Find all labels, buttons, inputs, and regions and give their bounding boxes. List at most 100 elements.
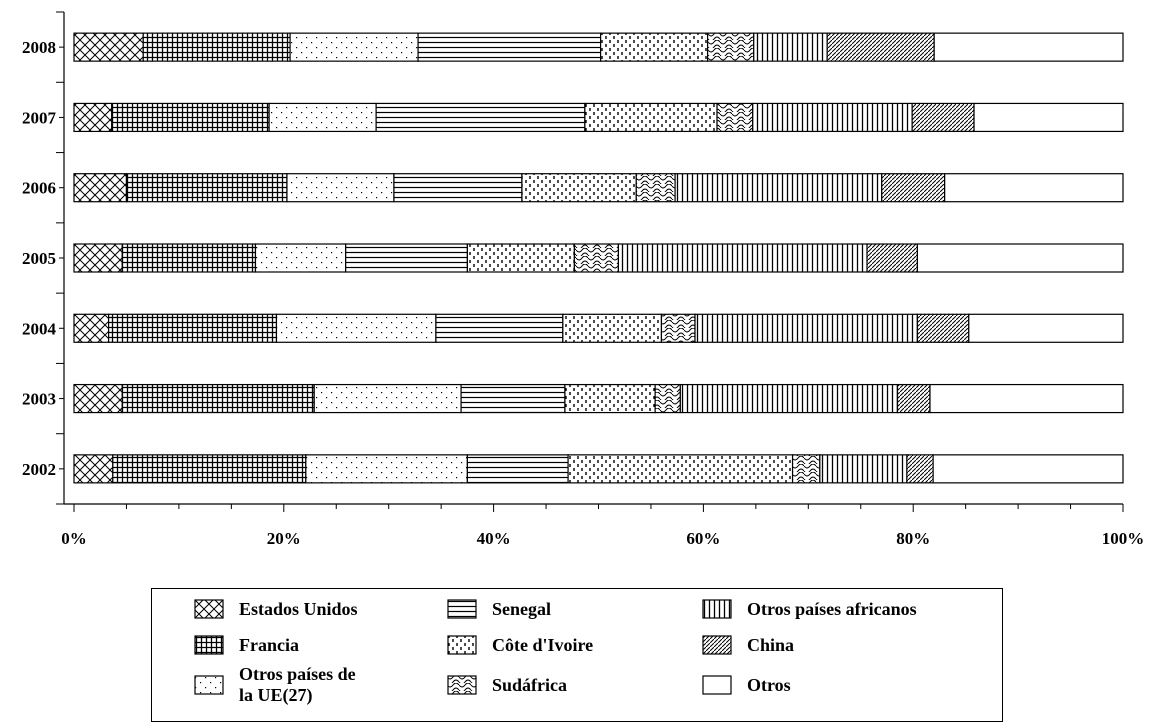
legend-label: China	[747, 634, 795, 655]
bar-2008-series-8	[933, 32, 1124, 62]
bar-2004-series-4	[562, 313, 663, 343]
bar-2005-series-6	[617, 243, 868, 273]
x-tick-label: 0%	[61, 529, 87, 548]
bar-2007-series-4	[584, 102, 718, 133]
bar-2004-series-5	[660, 313, 696, 343]
bar-2003-series-2	[313, 383, 462, 414]
bar-2006-series-2	[286, 173, 395, 203]
legend-label: Côte d'Ivoire	[492, 634, 594, 655]
legend-item: Senegal	[447, 597, 551, 621]
legend-swatch-box	[702, 675, 732, 695]
legend-label: Estados Unidos	[239, 598, 358, 619]
legend-item: Francia	[194, 633, 299, 657]
legend-label: Otros países de la UE(27)	[239, 664, 356, 705]
bar-2007-series-2	[268, 102, 377, 133]
legend-swatch	[194, 675, 224, 695]
legend-swatch-box	[447, 635, 477, 655]
bar-2006-series-7	[881, 173, 946, 203]
legend-swatch-box	[447, 675, 477, 695]
bar-2006-series-0	[73, 173, 128, 203]
legend-label: Sudáfrica	[492, 674, 568, 695]
bar-2006-series-4	[521, 173, 637, 203]
bar-2003-series-4	[564, 383, 656, 414]
category-label-2006: 2006	[22, 179, 56, 198]
bar-2008-series-7	[826, 32, 935, 62]
bar-2005-series-4	[466, 243, 575, 273]
bar-2002-series-3	[466, 454, 569, 484]
bar-2005-series-0	[73, 243, 123, 273]
legend-swatch	[447, 635, 477, 655]
legend-item: Otros	[702, 673, 791, 697]
category-label-2004: 2004	[22, 319, 57, 338]
legend-swatch	[447, 675, 477, 695]
category-label-2005: 2005	[22, 249, 56, 268]
bars-layer	[73, 32, 1124, 484]
bar-2002-series-2	[305, 454, 468, 484]
legend-label: Senegal	[492, 598, 552, 619]
bar-2005-series-5	[573, 243, 620, 273]
bar-2002-series-6	[819, 454, 908, 484]
bar-2002-series-1	[112, 454, 307, 484]
x-tick-label: 40%	[477, 529, 511, 548]
x-tick-label: 60%	[686, 529, 720, 548]
legend-label: Otros países africanos	[747, 598, 917, 619]
legend-swatch	[702, 675, 732, 695]
legend-swatch	[194, 635, 224, 655]
legend-item: Otros países de la UE(27)	[194, 664, 356, 705]
bar-2002-series-0	[73, 454, 114, 484]
bar-2007-series-8	[973, 102, 1124, 133]
category-label-2003: 2003	[22, 390, 56, 409]
bar-2004-series-8	[968, 313, 1124, 343]
bar-2003-series-0	[73, 383, 123, 414]
legend: Estados Unidos Francia Otros países de la …	[151, 588, 1003, 722]
chart-plot: 2008 2007 2006 2005 2004 2003 2002 0% 20% 40% 60%…	[22, 11, 1144, 548]
bar-2004-series-3	[435, 313, 564, 343]
bar-2007-series-7	[911, 102, 975, 133]
legend-item: Otros países africanos	[702, 597, 917, 621]
x-tick-label: 20%	[267, 529, 301, 548]
bar-2003-series-7	[896, 383, 931, 414]
ticks-layer	[56, 11, 1124, 512]
category-label-2002: 2002	[22, 460, 56, 479]
legend-swatch-box	[702, 635, 732, 655]
bar-2007-series-5	[716, 102, 754, 133]
legend-item: Estados Unidos	[194, 597, 358, 621]
legend-item: China	[702, 633, 794, 657]
legend-swatch-box	[194, 675, 224, 695]
bar-2006-series-6	[674, 173, 883, 203]
bar-2003-series-3	[460, 383, 566, 414]
bar-2002-series-8	[932, 454, 1124, 484]
bar-2008-series-1	[142, 32, 291, 62]
bar-2002-series-5	[791, 454, 821, 484]
bar-2005-series-7	[866, 243, 918, 273]
bar-2005-series-1	[121, 243, 257, 273]
bar-2004-series-1	[108, 313, 278, 343]
bar-2007-series-6	[752, 102, 913, 133]
legend-swatch-box	[447, 599, 477, 619]
legend-swatch	[447, 599, 477, 619]
bar-2006-series-8	[944, 173, 1124, 203]
x-tick-labels: 0% 20% 40% 60% 80% 100%	[61, 529, 1144, 548]
bar-2005-series-3	[345, 243, 468, 273]
legend-item: Sudáfrica	[447, 673, 567, 697]
category-label-2007: 2007	[22, 108, 57, 127]
bar-2003-series-5	[654, 383, 681, 414]
bar-2002-series-7	[906, 454, 934, 484]
bar-2003-series-8	[929, 383, 1124, 414]
bar-2005-series-2	[254, 243, 347, 273]
legend-item: Côte d'Ivoire	[447, 633, 593, 657]
legend-swatch	[702, 635, 732, 655]
bar-2008-series-2	[289, 32, 419, 62]
legend-swatch-box	[194, 635, 224, 655]
x-tick-label: 80%	[896, 529, 930, 548]
category-labels: 2008 2007 2006 2005 2004 2003 2002	[22, 38, 57, 479]
bar-2004-series-0	[73, 313, 110, 343]
bar-2007-series-0	[73, 102, 113, 133]
bar-2006-series-5	[635, 173, 676, 203]
bar-2004-series-6	[694, 313, 918, 343]
legend-label: Otros	[747, 674, 791, 695]
legend-label: Francia	[239, 634, 299, 655]
legend-swatch	[702, 599, 732, 619]
x-tick-label: 100%	[1102, 529, 1145, 548]
legend-swatch	[194, 599, 224, 619]
